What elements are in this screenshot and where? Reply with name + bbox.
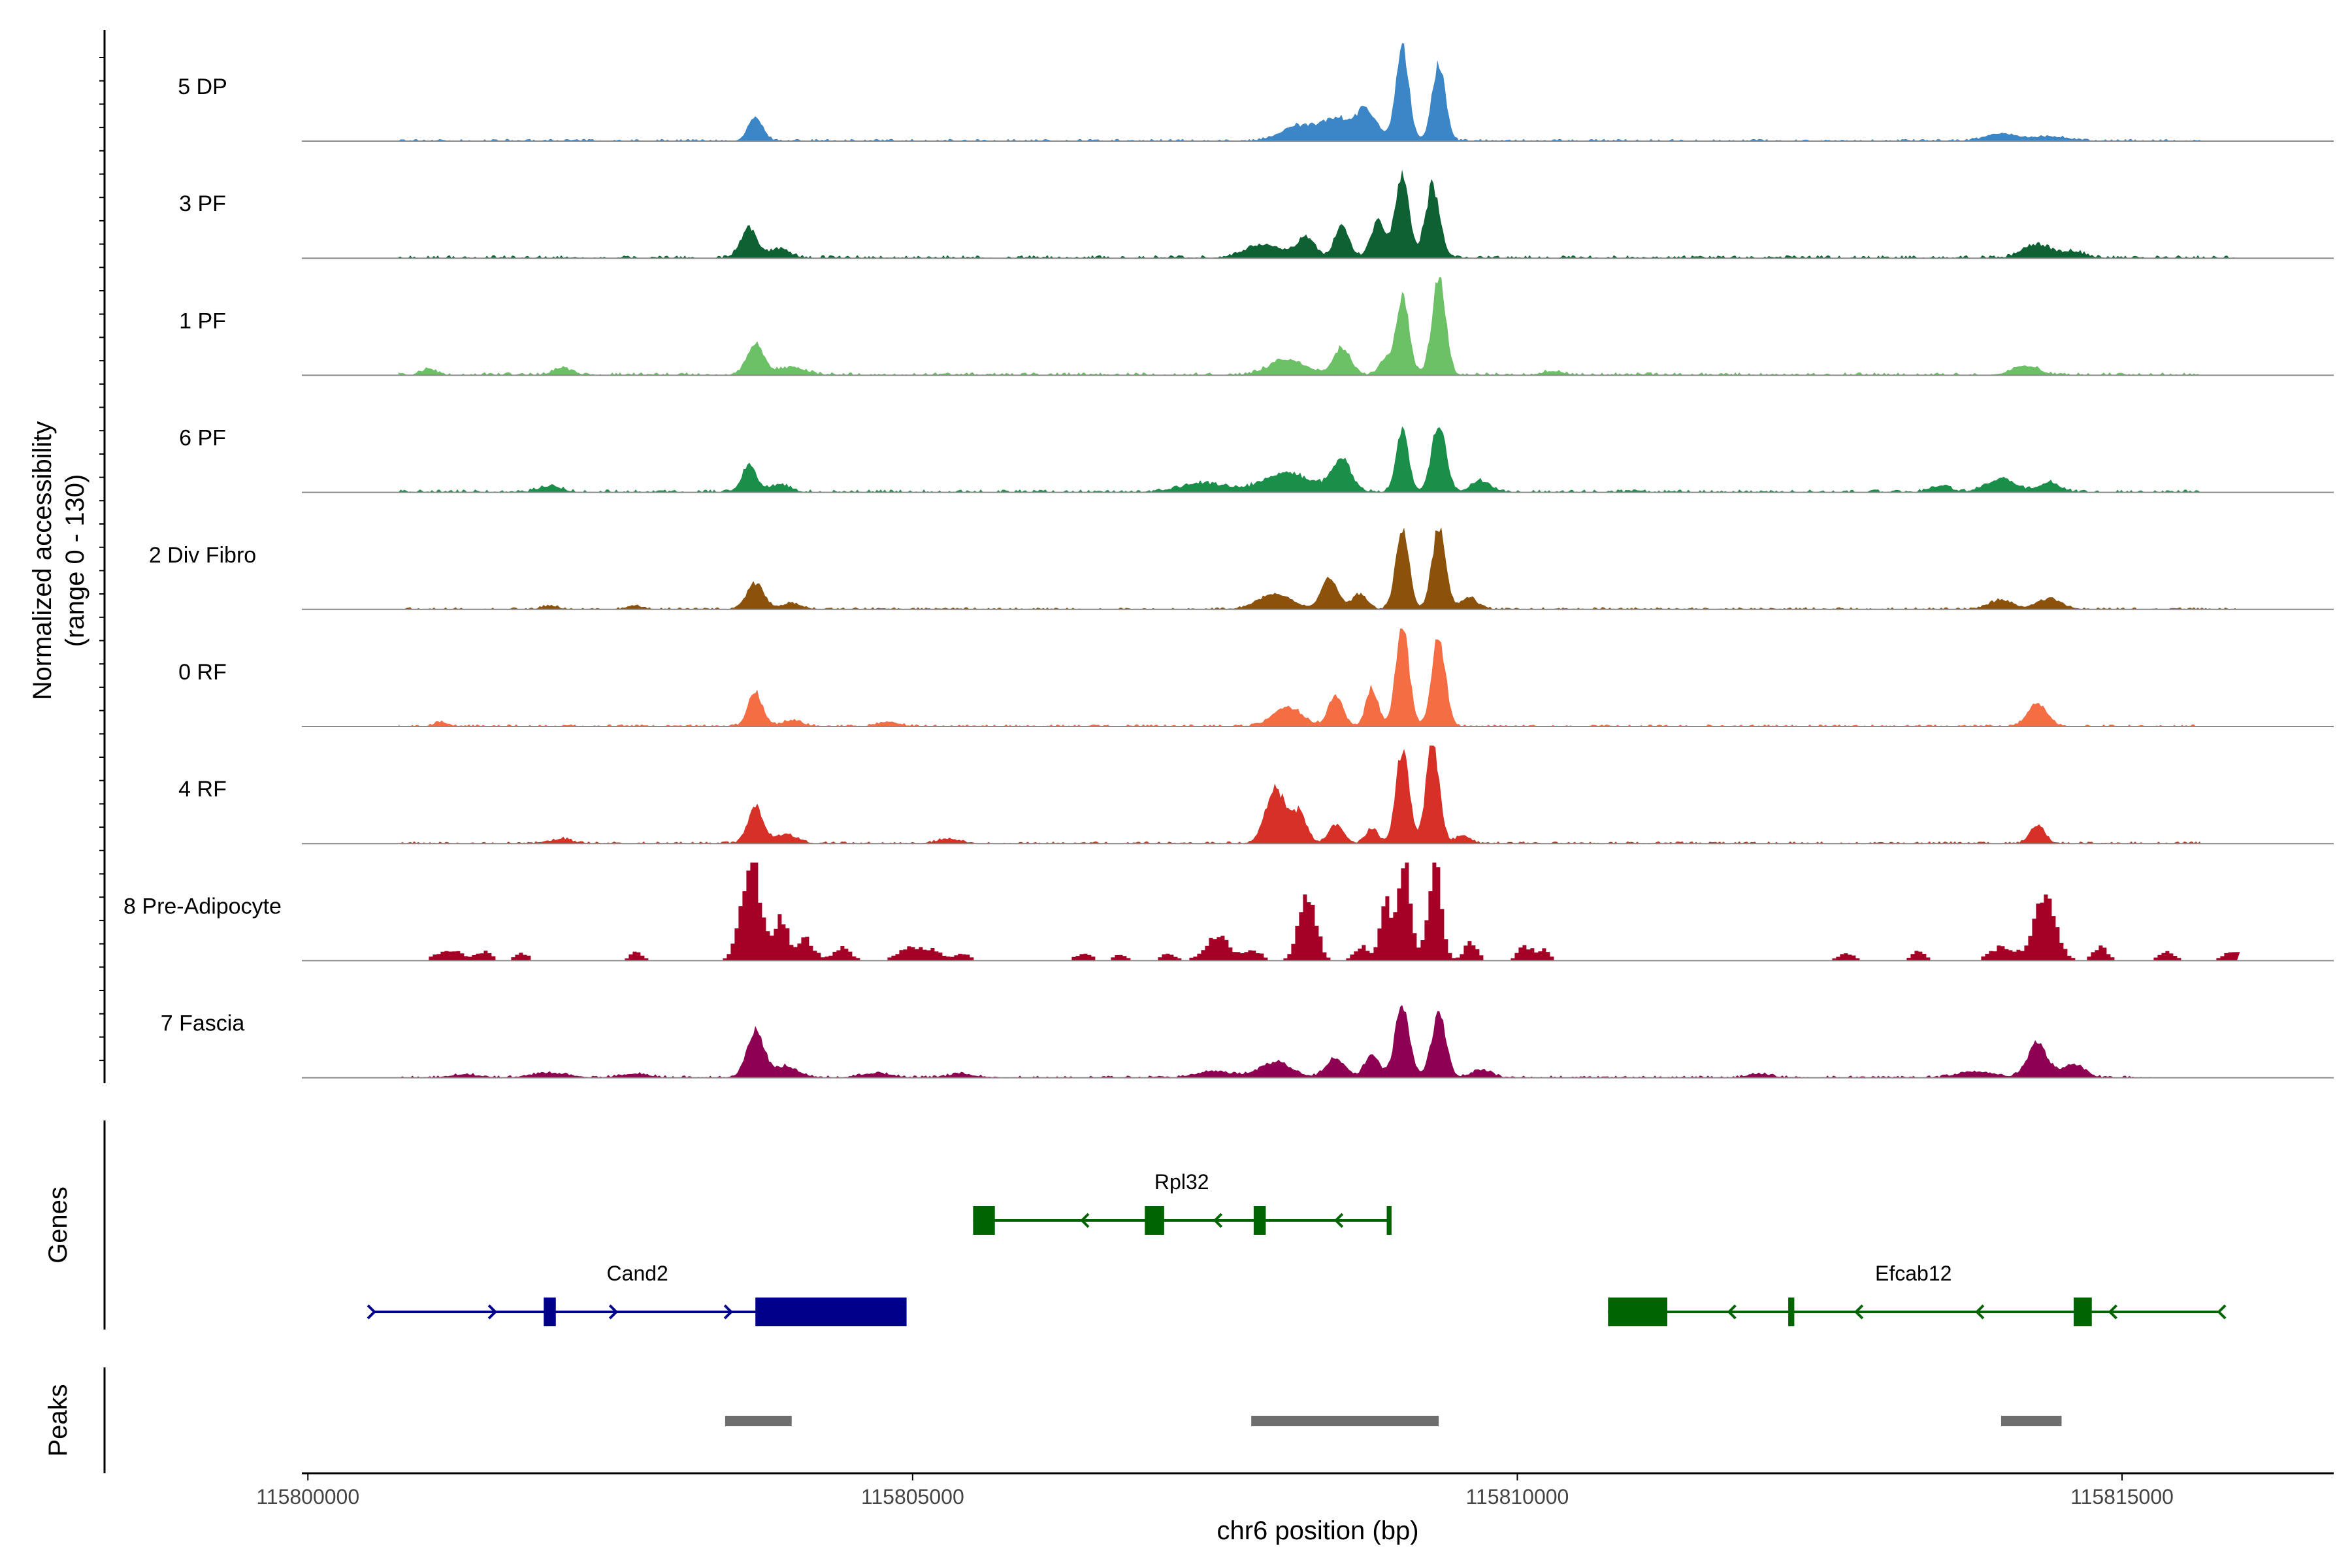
gene-cand2: Cand2 xyxy=(367,1262,907,1326)
peak-region xyxy=(2001,1416,2062,1426)
gene-label: Rpl32 xyxy=(1154,1170,1209,1194)
track-label: 7 Fascia xyxy=(161,1011,245,1036)
track-label: 1 PF xyxy=(179,308,226,333)
track-label: 6 PF xyxy=(179,426,226,451)
track-8: 7 Fascia xyxy=(161,1005,2334,1079)
x-axis-title: chr6 position (bp) xyxy=(1217,1516,1418,1545)
track-area xyxy=(399,169,2237,259)
track-area xyxy=(399,745,2201,844)
track-0: 5 DP xyxy=(178,43,2334,142)
gene-exon xyxy=(544,1298,556,1326)
x-tick-label: 115800000 xyxy=(256,1485,359,1509)
strand-arrow xyxy=(2217,1304,2227,1320)
track-label: 0 RF xyxy=(178,660,227,685)
gene-exon xyxy=(1386,1206,1392,1235)
strand-arrow xyxy=(1854,1304,1864,1320)
peaks-panel-label: Peaks xyxy=(44,1384,73,1456)
track-label: 8 Pre-Adipocyte xyxy=(123,894,282,919)
strand-arrow xyxy=(1080,1213,1090,1228)
track-area xyxy=(399,527,2237,610)
gene-efcab12: Efcab12 xyxy=(1608,1262,2227,1326)
gene-exon xyxy=(1253,1206,1266,1235)
gene-exon xyxy=(755,1298,907,1326)
track-1: 3 PF xyxy=(179,169,2334,259)
gene-exon xyxy=(1788,1298,1795,1326)
gene-label: Efcab12 xyxy=(1875,1262,1952,1285)
x-axis: 115800000 115805000 115810000 115815000 xyxy=(256,1473,2174,1509)
strand-arrow xyxy=(1975,1304,1985,1320)
y-axis-title: Normalized accessibility xyxy=(28,421,57,700)
gene-exon xyxy=(1145,1206,1164,1235)
track-3: 6 PF xyxy=(179,426,2334,493)
x-tick-label: 115805000 xyxy=(861,1485,964,1509)
gene-exon xyxy=(2073,1298,2092,1326)
track-7: 8 Pre-Adipocyte xyxy=(123,862,2334,962)
peak-region xyxy=(725,1416,792,1426)
strand-arrow xyxy=(487,1304,498,1320)
track-2: 1 PF xyxy=(179,277,2334,376)
track-label: 4 RF xyxy=(178,777,227,802)
gene-rpl32: Rpl32 xyxy=(973,1170,1392,1235)
peaks-track xyxy=(725,1416,2062,1426)
strand-arrow xyxy=(1727,1304,1737,1320)
x-tick-label: 115815000 xyxy=(2070,1485,2174,1509)
genes-panel-label: Genes xyxy=(44,1186,73,1264)
coverage-tracks: 5 DP 3 PF 1 PF 6 PF 2 Div Fibro 0 RF 4 RF 8 Pre… xyxy=(123,43,2334,1079)
track-5: 0 RF xyxy=(178,629,2334,727)
gene-exon xyxy=(1608,1298,1667,1326)
track-4: 2 Div Fibro xyxy=(149,527,2334,610)
genes-track: Cand2 Rpl32 Efcab12 xyxy=(367,1170,2227,1326)
gene-exon xyxy=(973,1206,995,1235)
gene-label: Cand2 xyxy=(607,1262,668,1285)
y-axis-range: (range 0 - 130) xyxy=(61,474,90,647)
track-area xyxy=(429,862,2240,961)
track-area xyxy=(399,426,2201,493)
coverage-y-ticks xyxy=(99,57,105,1062)
strand-arrow xyxy=(608,1304,619,1320)
strand-arrow xyxy=(367,1304,376,1320)
strand-arrow xyxy=(1213,1213,1223,1228)
x-tick-label: 115810000 xyxy=(1466,1485,1569,1509)
track-6: 4 RF xyxy=(178,745,2334,845)
track-label: 2 Div Fibro xyxy=(149,543,256,568)
peak-region xyxy=(1251,1416,1439,1426)
strand-arrow xyxy=(1333,1213,1344,1228)
track-label: 5 DP xyxy=(178,74,227,99)
strand-arrow xyxy=(2108,1304,2117,1320)
track-area xyxy=(399,1005,2159,1078)
track-label: 3 PF xyxy=(179,191,226,216)
strand-arrow xyxy=(723,1304,733,1320)
